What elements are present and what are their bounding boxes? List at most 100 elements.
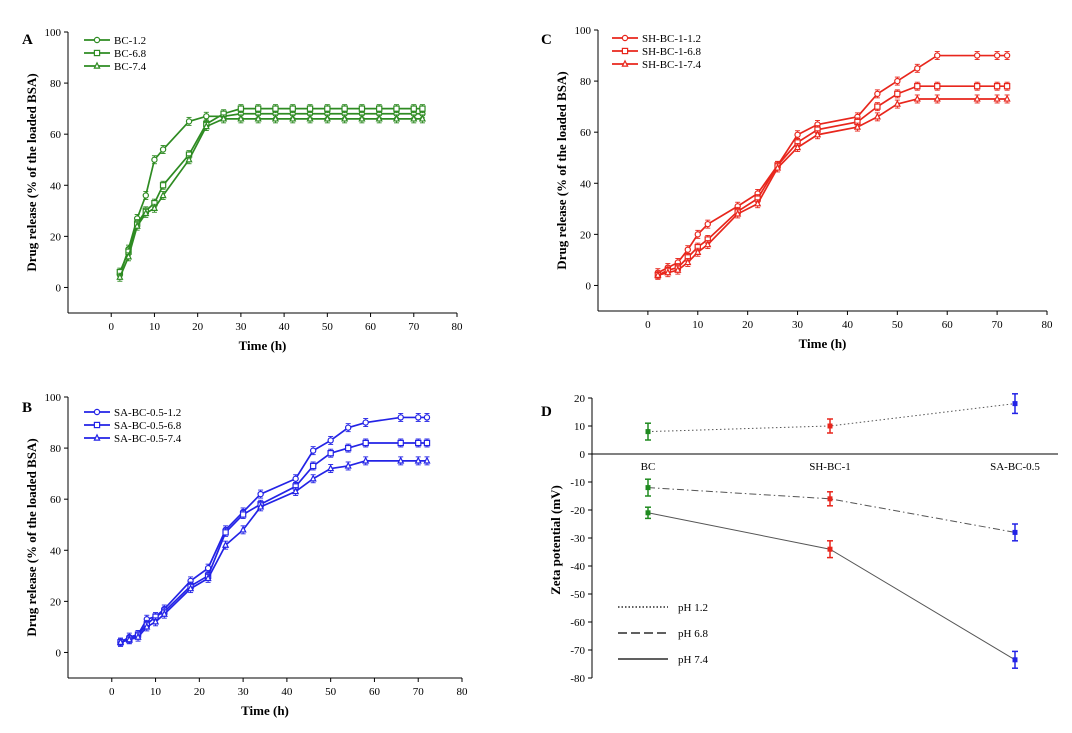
data-point <box>306 105 314 112</box>
x-tick-label: 80 <box>1042 319 1054 331</box>
data-point <box>894 77 901 85</box>
y-tick-label: 20 <box>50 231 62 243</box>
data-point <box>827 423 833 429</box>
data-point <box>341 114 349 122</box>
data-point <box>327 464 335 472</box>
data-point <box>694 231 701 238</box>
series-line <box>119 112 423 275</box>
data-point <box>375 114 383 122</box>
data-point <box>793 143 802 151</box>
data-point <box>271 114 280 122</box>
data-point <box>134 632 142 640</box>
x-tick-label: 80 <box>457 686 469 698</box>
series-SH-BC-1-1.2 <box>654 51 1011 278</box>
data-point <box>327 437 334 444</box>
x-axis-label: Time (h) <box>241 703 289 718</box>
x-tick-label: 60 <box>942 319 954 331</box>
data-point <box>873 112 881 120</box>
data-point <box>309 474 317 482</box>
data-point <box>222 540 230 548</box>
data-point <box>220 114 228 122</box>
y-tick-label: -30 <box>570 533 585 545</box>
data-point <box>874 90 881 98</box>
x-tick-label: 10 <box>149 321 161 333</box>
y-tick-label: -50 <box>570 589 585 601</box>
series-pH 7.4 <box>645 506 1018 669</box>
data-point <box>397 456 405 464</box>
x-tick-label: 80 <box>452 321 464 333</box>
data-point <box>150 203 159 211</box>
data-point <box>645 510 651 516</box>
legend-label: pH 7.4 <box>678 654 708 666</box>
panel-label: C <box>541 32 552 48</box>
y-tick-label: 60 <box>580 127 592 139</box>
x-tick-label: 70 <box>408 321 420 333</box>
data-point <box>1012 657 1018 663</box>
x-tick-label: 40 <box>281 686 293 698</box>
data-point <box>410 105 417 112</box>
y-tick-label: -70 <box>570 645 585 657</box>
data-point <box>239 525 247 533</box>
data-point <box>933 94 941 102</box>
series-BC-6.8 <box>116 104 426 277</box>
legend-label: BC-7.4 <box>114 61 147 73</box>
data-point <box>684 246 692 253</box>
data-point <box>204 573 212 582</box>
x-tick-label: 20 <box>194 686 206 698</box>
y-axis-label: Drug release (% of the loaded BSA) <box>24 73 39 271</box>
data-point <box>289 105 296 112</box>
data-point <box>254 114 262 122</box>
panel-c: C 0 20 40 60 80 100 0 10 20 30 40 50 60 70 80 Time (h) Dr… <box>541 25 1053 351</box>
x-tick-label: 10 <box>150 686 162 698</box>
x-tick-label: 50 <box>325 686 337 698</box>
data-point <box>874 103 881 110</box>
data-point <box>133 221 141 229</box>
data-point <box>151 156 158 163</box>
data-point <box>159 182 167 189</box>
data-point <box>973 52 981 59</box>
data-point <box>704 240 712 248</box>
data-point <box>914 82 921 90</box>
data-point <box>414 456 422 464</box>
y-tick-label: 80 <box>580 76 592 88</box>
data-point <box>185 155 193 163</box>
x-tick-label: 10 <box>692 319 704 331</box>
data-point <box>774 163 782 171</box>
y-tick-label: 0 <box>586 280 592 292</box>
y-tick-label: 20 <box>574 393 586 405</box>
series-line <box>119 107 423 273</box>
data-point <box>151 617 160 625</box>
data-point <box>1003 94 1011 102</box>
data-point <box>423 439 431 447</box>
data-point <box>410 114 418 122</box>
legend-label: SA-BC-0.5-6.8 <box>114 420 182 432</box>
data-point <box>674 265 682 273</box>
data-point <box>362 419 369 426</box>
data-point <box>993 82 1001 90</box>
data-point <box>684 258 692 266</box>
data-point <box>362 439 369 447</box>
data-point <box>341 105 348 112</box>
data-point <box>289 114 297 122</box>
data-point <box>202 122 210 130</box>
category-label: SH-BC-1 <box>809 461 851 473</box>
y-tick-label: -80 <box>570 673 585 685</box>
data-point <box>973 82 981 90</box>
y-axis-label: Zeta potential (mV) <box>548 485 563 595</box>
data-point <box>125 635 133 643</box>
data-point <box>423 456 431 464</box>
panel-d: D 20 10 0 -10 -20 -30 -40 -50 -60 -70 -80 Zeta poten… <box>541 393 1058 685</box>
data-point <box>344 444 352 452</box>
data-point <box>185 118 193 125</box>
x-tick-label: 20 <box>192 321 204 333</box>
x-tick-label: 70 <box>992 319 1004 331</box>
x-tick-label: 0 <box>109 686 115 698</box>
data-point <box>203 113 210 120</box>
legend-marker <box>93 61 101 69</box>
data-point <box>292 487 300 495</box>
series-SH-BC-1-6.8 <box>654 81 1011 280</box>
data-point <box>358 105 366 112</box>
data-point <box>794 131 801 138</box>
data-point <box>393 105 400 112</box>
y-tick-label: -40 <box>570 561 585 573</box>
